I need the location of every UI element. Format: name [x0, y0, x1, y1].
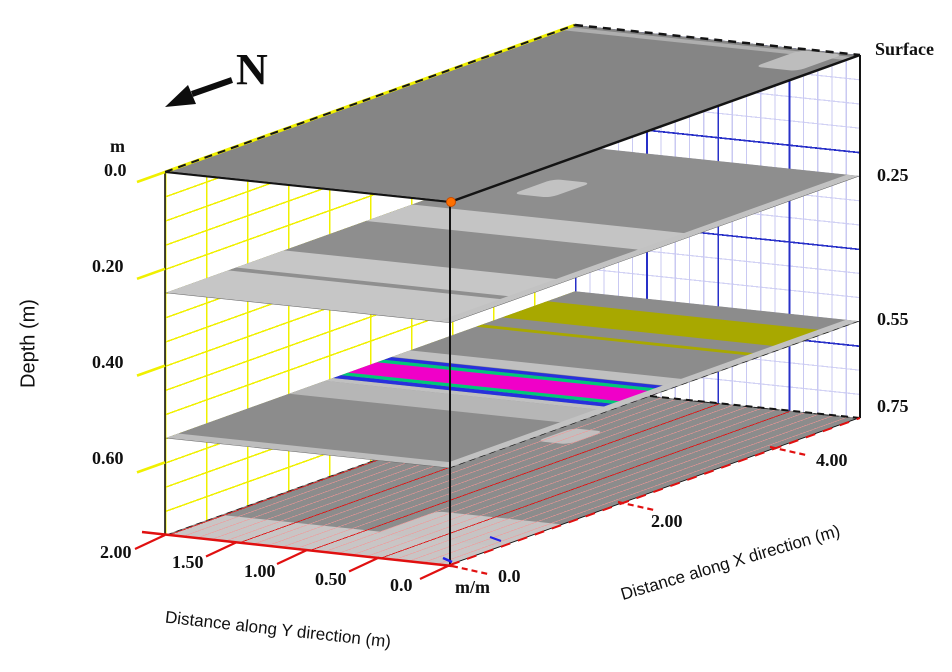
depth-axis-ticks — [136, 170, 166, 474]
depth-axis-title: Depth (m) — [17, 299, 40, 388]
depth-tick-0.60: 0.60 — [92, 448, 124, 468]
x-axis-title: Distance along X direction (m) — [618, 521, 843, 604]
depth-tick-0.20: 0.20 — [92, 256, 124, 276]
y-axis-title: Distance along Y direction (m) — [164, 607, 392, 652]
north-label: N — [236, 45, 268, 94]
y-tick-1.00: 1.00 — [244, 561, 276, 581]
slice-band — [365, 204, 696, 251]
slice-patch — [512, 178, 592, 198]
x-tick-2.00: 2.00 — [651, 511, 683, 531]
x-tick-4.00: 4.00 — [816, 450, 848, 470]
y-tick-0.50: 0.50 — [315, 569, 347, 589]
y-tick-0.0: 0.0 — [390, 575, 413, 595]
depth-tick-0.40: 0.40 — [92, 352, 124, 372]
xy-axis-unit: m/m — [455, 577, 490, 597]
depth-axis-unit: m — [110, 136, 125, 156]
depth-tick-0.0: 0.0 — [104, 160, 127, 180]
slice-label-0.25: 0.25 — [877, 165, 909, 185]
slice-label-0.55: 0.55 — [877, 309, 909, 329]
y-tick-2.00: 2.00 — [100, 542, 132, 562]
slice-label-0.75: 0.75 — [877, 396, 909, 416]
x-tick-0.0: 0.0 — [498, 566, 521, 586]
north-arrow-icon — [165, 77, 233, 107]
y-tick-1.50: 1.50 — [172, 552, 204, 572]
slice-label-surface: Surface — [875, 39, 934, 59]
